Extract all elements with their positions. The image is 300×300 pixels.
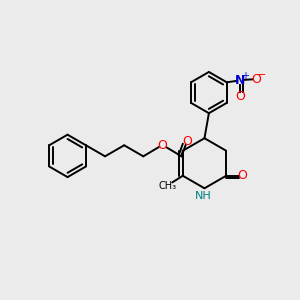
Text: NH: NH — [195, 190, 212, 201]
Text: N: N — [235, 74, 245, 87]
Text: −: − — [257, 70, 266, 80]
Text: +: + — [241, 71, 249, 81]
Text: O: O — [235, 90, 245, 103]
Text: CH₃: CH₃ — [158, 181, 176, 191]
Text: O: O — [158, 139, 167, 152]
Text: O: O — [237, 169, 247, 182]
Text: O: O — [251, 73, 261, 86]
Text: O: O — [182, 135, 192, 148]
